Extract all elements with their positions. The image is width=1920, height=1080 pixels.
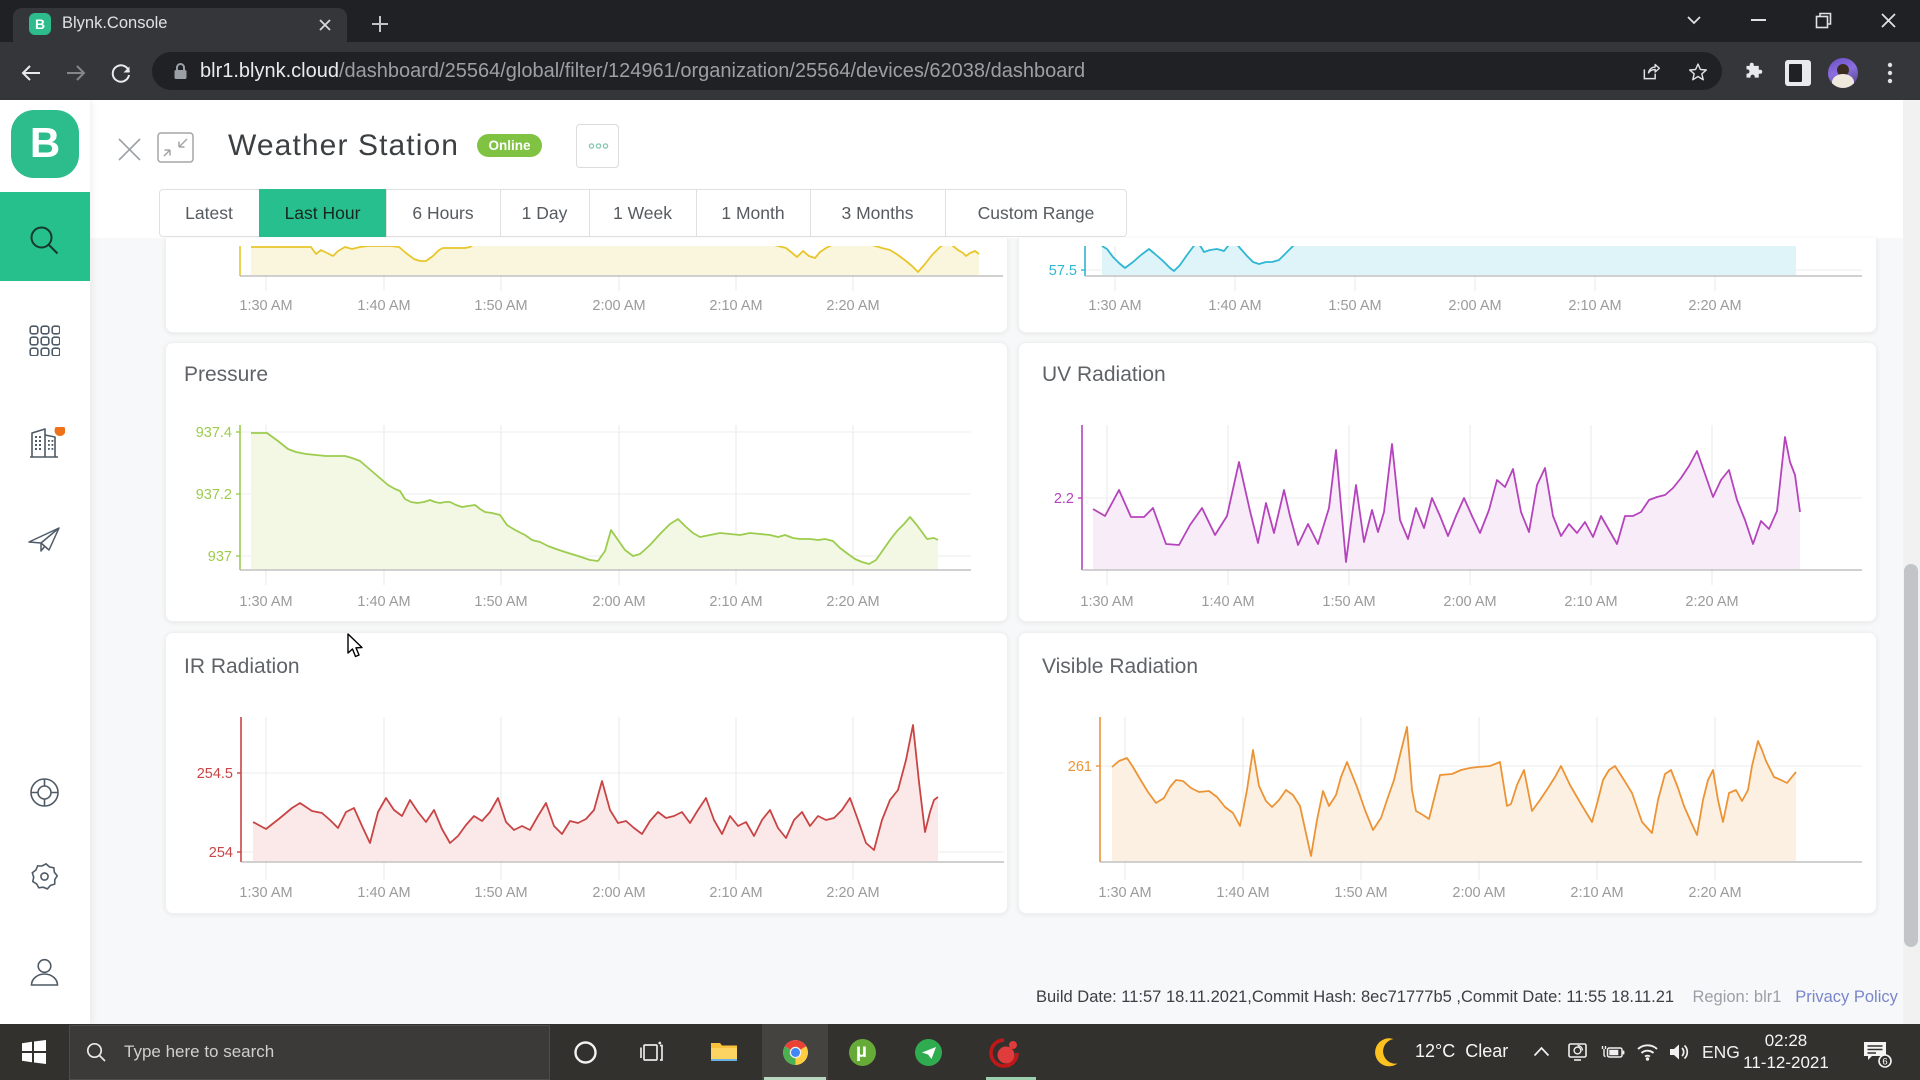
svg-text:2:10 AM: 2:10 AM (1568, 298, 1621, 314)
svg-text:1:30 AM: 1:30 AM (1098, 885, 1151, 901)
svg-text:2:00 AM: 2:00 AM (1448, 298, 1501, 314)
svg-text:1:30 AM: 1:30 AM (1080, 594, 1133, 610)
svg-text:1:40 AM: 1:40 AM (1201, 594, 1254, 610)
svg-text:2:00 AM: 2:00 AM (592, 298, 645, 314)
svg-text:57.5: 57.5 (1049, 263, 1077, 279)
svg-text:1:50 AM: 1:50 AM (1322, 594, 1375, 610)
svg-text:2:20 AM: 2:20 AM (1685, 594, 1738, 610)
svg-text:1:50 AM: 1:50 AM (474, 298, 527, 314)
svg-text:254: 254 (209, 845, 233, 861)
svg-text:2:00 AM: 2:00 AM (592, 885, 645, 901)
svg-text:2:10 AM: 2:10 AM (1564, 594, 1617, 610)
svg-text:2.2: 2.2 (1054, 491, 1074, 507)
svg-text:2:20 AM: 2:20 AM (826, 594, 879, 610)
svg-text:2:20 AM: 2:20 AM (1688, 885, 1741, 901)
svg-text:2:00 AM: 2:00 AM (592, 594, 645, 610)
svg-text:937.2: 937.2 (196, 487, 232, 503)
svg-text:2:00 AM: 2:00 AM (1452, 885, 1505, 901)
svg-text:1:50 AM: 1:50 AM (1334, 885, 1387, 901)
svg-text:2:10 AM: 2:10 AM (709, 885, 762, 901)
svg-text:2:20 AM: 2:20 AM (826, 298, 879, 314)
svg-text:2:00 AM: 2:00 AM (1443, 594, 1496, 610)
svg-text:1:40 AM: 1:40 AM (1208, 298, 1261, 314)
svg-text:254.5: 254.5 (197, 766, 233, 782)
svg-text:1:30 AM: 1:30 AM (239, 594, 292, 610)
svg-text:937.4: 937.4 (196, 425, 232, 441)
svg-text:937: 937 (208, 549, 232, 565)
svg-text:1:50 AM: 1:50 AM (474, 885, 527, 901)
svg-text:1:40 AM: 1:40 AM (1216, 885, 1269, 901)
svg-text:1:40 AM: 1:40 AM (357, 885, 410, 901)
svg-text:1:50 AM: 1:50 AM (1328, 298, 1381, 314)
svg-text:1:40 AM: 1:40 AM (357, 298, 410, 314)
svg-text:2:10 AM: 2:10 AM (1570, 885, 1623, 901)
svg-text:2:10 AM: 2:10 AM (709, 594, 762, 610)
svg-text:1:30 AM: 1:30 AM (1088, 298, 1141, 314)
svg-text:2:20 AM: 2:20 AM (1688, 298, 1741, 314)
svg-text:2:10 AM: 2:10 AM (709, 298, 762, 314)
svg-text:1:30 AM: 1:30 AM (239, 885, 292, 901)
svg-text:1:40 AM: 1:40 AM (357, 594, 410, 610)
svg-text:261: 261 (1068, 759, 1092, 775)
svg-text:2:20 AM: 2:20 AM (826, 885, 879, 901)
svg-text:1:30 AM: 1:30 AM (239, 298, 292, 314)
svg-text:6: 6 (1882, 1056, 1887, 1067)
svg-text:1:50 AM: 1:50 AM (474, 594, 527, 610)
